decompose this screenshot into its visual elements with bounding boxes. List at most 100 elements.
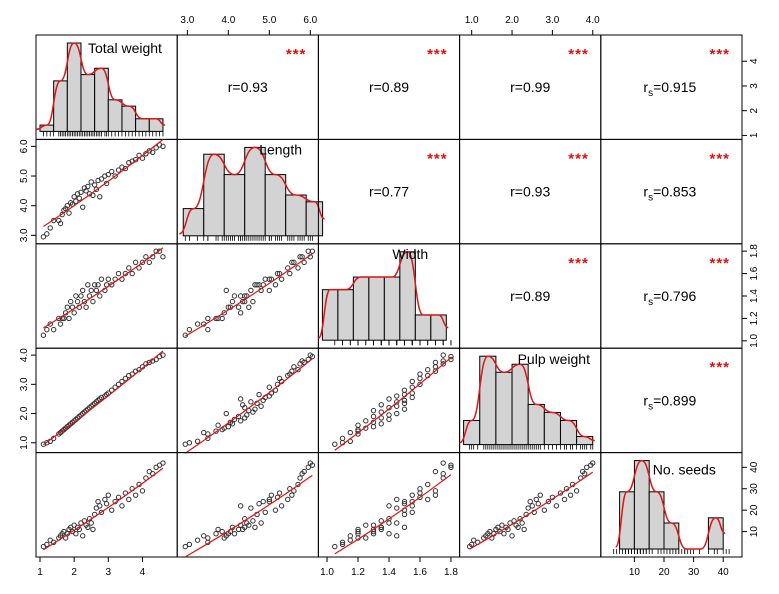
tick-label: 10 <box>749 526 760 538</box>
scatter-point <box>417 490 423 496</box>
scatter-point <box>386 416 392 423</box>
scatter-point <box>432 488 439 494</box>
significance-stars: *** <box>709 359 730 376</box>
scatter-point <box>237 310 244 316</box>
scatter-point <box>105 276 112 282</box>
panel-r4-c0 <box>35 452 178 558</box>
scatter-point <box>339 541 346 548</box>
scatter-point <box>590 460 596 466</box>
panel-r2-c1 <box>176 243 319 349</box>
scatter-point <box>305 464 311 471</box>
scatter-point <box>73 531 79 537</box>
scatter-point <box>250 298 256 305</box>
trend-line <box>184 253 313 337</box>
tick-label: 1.6 <box>413 567 427 578</box>
scatter-point <box>394 533 400 539</box>
scatter-point <box>85 183 91 190</box>
scatter-point <box>56 315 62 322</box>
scatter-point <box>85 282 91 288</box>
panel-r4-c2 <box>317 452 461 558</box>
panel-r1-c1: Length <box>176 138 325 245</box>
panel-r2-c2: Width <box>317 243 461 349</box>
correlation-label: r=0.89 <box>510 288 550 304</box>
scatter-point <box>88 179 94 185</box>
scatter-point <box>299 471 305 477</box>
scatter-point <box>278 276 285 282</box>
scatter-point <box>59 211 65 218</box>
scatter-point <box>521 526 527 533</box>
correlation-label: rs=0.796 <box>643 288 696 308</box>
scatter-point <box>256 391 262 398</box>
panel-r2-c0 <box>35 243 178 349</box>
scatter-point <box>129 270 135 277</box>
scatter-point <box>541 507 548 513</box>
scatter-point <box>252 524 258 530</box>
panel-border <box>176 347 319 454</box>
scatter-point <box>156 248 163 254</box>
scatter-point <box>409 503 415 509</box>
histogram-bar <box>495 371 513 446</box>
density-curve <box>459 355 595 444</box>
tick-label: 20 <box>658 567 670 578</box>
scatter-point <box>239 402 246 408</box>
scatter-point <box>79 204 86 210</box>
histogram-bar <box>430 314 447 341</box>
scatter-point <box>90 298 96 305</box>
tick-label: 2.0 <box>19 406 30 420</box>
scatter-point <box>332 543 338 550</box>
scatter-point <box>401 498 408 505</box>
scatter-point <box>470 537 477 543</box>
scatter-point <box>285 265 291 271</box>
scatter-point <box>401 511 408 518</box>
tick-label: 3 <box>749 83 760 89</box>
tick-label: 3 <box>106 567 112 578</box>
scatter-point <box>394 410 400 417</box>
significance-stars: *** <box>709 255 730 272</box>
panel-border <box>35 138 178 245</box>
tick-label: 40 <box>718 567 730 578</box>
panel-r3-c3: Pulp weight <box>459 347 602 454</box>
histogram-bar <box>148 118 164 132</box>
scatter-point <box>132 259 139 266</box>
scatter-point <box>115 494 122 501</box>
panel-border <box>317 452 461 558</box>
scatter-point <box>97 194 103 200</box>
scatter-point <box>417 371 423 377</box>
scatter-point <box>378 402 384 408</box>
scatter-point <box>417 381 423 388</box>
scatter-point <box>79 287 86 294</box>
scatter-point <box>64 304 71 310</box>
scatter-point <box>401 406 408 412</box>
scatter-point <box>409 509 415 515</box>
tick-label: 4.0 <box>586 15 600 26</box>
histogram-bar <box>707 517 724 550</box>
histogram-bar <box>305 201 324 237</box>
scatter-point <box>289 492 295 498</box>
tick-label: 1 <box>37 567 43 578</box>
scatter-point <box>81 298 88 305</box>
variable-label: Pulp weight <box>518 351 590 367</box>
trend-line <box>184 474 313 558</box>
tick-label: 1.6 <box>749 266 760 280</box>
scatter-point <box>126 496 132 503</box>
scatter-point <box>150 149 156 155</box>
coef-symbol: r <box>643 288 648 304</box>
scatter-point <box>231 293 238 299</box>
scatter-point <box>297 475 303 481</box>
scatter-point <box>287 270 293 277</box>
scatter-point <box>239 526 246 533</box>
scatter-point <box>401 400 408 407</box>
scatter-point <box>276 270 283 277</box>
panel-r3-c1 <box>176 347 319 454</box>
scatter-point <box>525 505 531 511</box>
scatter-point <box>278 503 285 509</box>
scatter-point <box>160 143 166 150</box>
trend-line <box>334 357 452 451</box>
scatter-point <box>355 528 361 535</box>
scatter-point <box>186 326 193 333</box>
scatter-point <box>246 522 252 528</box>
scatter-point <box>231 531 238 537</box>
coef-value: =0.853 <box>653 184 696 200</box>
coef-subscript: s <box>648 88 653 99</box>
coef-value: =0.899 <box>653 392 696 408</box>
